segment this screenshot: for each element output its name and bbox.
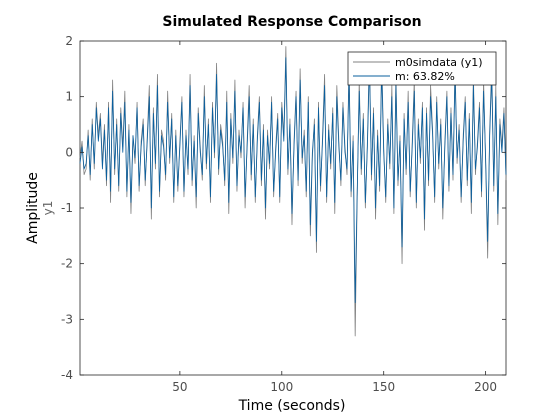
y-tick-label: -1 xyxy=(61,201,73,215)
y-tick-label: 1 xyxy=(65,90,73,104)
y-axis-label: Amplitude xyxy=(25,172,41,244)
channel-label: y1 xyxy=(41,201,55,216)
y-axis-ticks: 2 1 0 -1 -2 -3 -4 xyxy=(61,34,506,382)
chart-title: Simulated Response Comparison xyxy=(162,14,421,30)
legend-box xyxy=(347,51,497,86)
legend[interactable]: m0simdata (y1) m: 63.82% xyxy=(347,51,497,86)
x-tick-label: 100 xyxy=(270,380,293,394)
x-tick-label: 150 xyxy=(372,380,395,394)
y-tick-label: 0 xyxy=(65,145,73,159)
y-tick-label: -3 xyxy=(61,312,73,326)
legend-label-measured: m0simdata (y1) xyxy=(395,56,483,69)
x-tick-label: 200 xyxy=(474,380,497,394)
axes-box xyxy=(79,40,507,376)
plot-lines xyxy=(79,46,507,337)
x-axis-label: Time (seconds) xyxy=(238,398,346,414)
y-tick-label: -2 xyxy=(61,257,73,271)
y-tick-label: -4 xyxy=(61,368,73,382)
legend-label-model: m: 63.82% xyxy=(395,70,455,83)
y-tick-label: 2 xyxy=(65,34,73,48)
series-line-model xyxy=(79,57,507,304)
x-axis-ticks: 50 100 150 200 xyxy=(172,41,497,394)
x-tick-label: 50 xyxy=(172,380,187,394)
